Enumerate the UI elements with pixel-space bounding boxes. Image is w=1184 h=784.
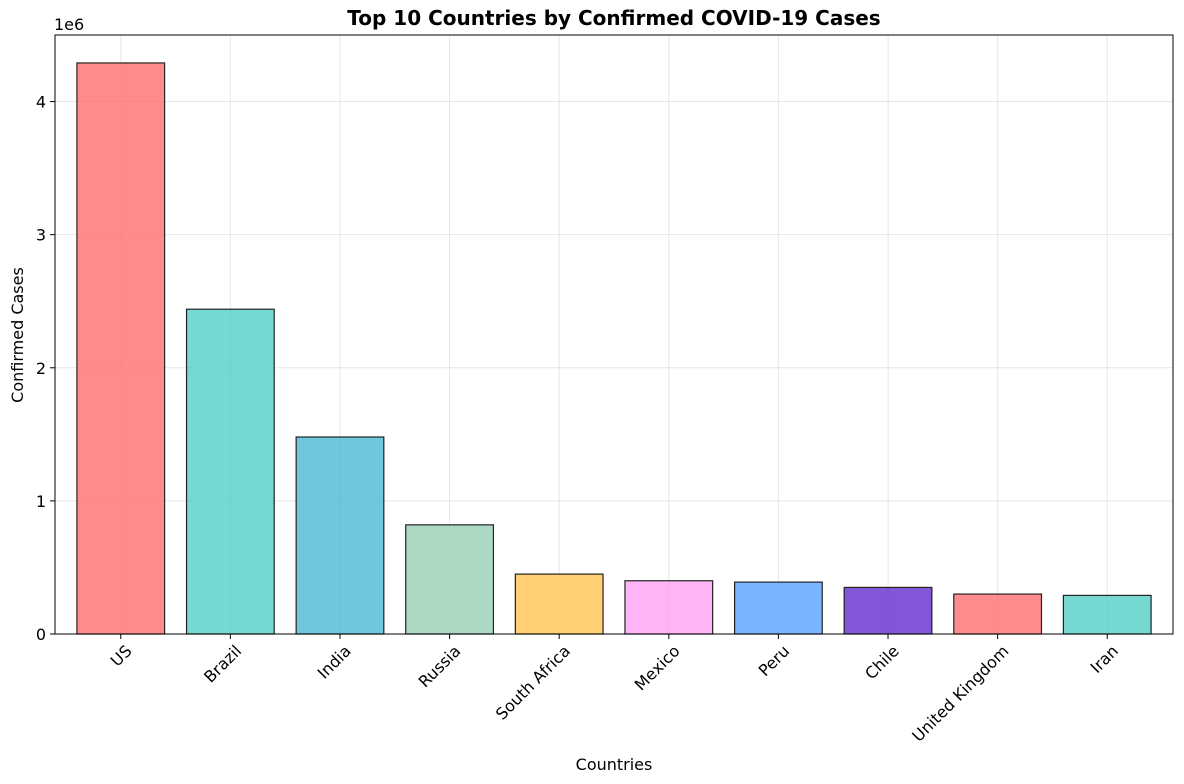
y-tick-label: 0 [36,625,46,644]
bar-mexico [624,580,714,635]
y-tick-label: 4 [36,93,46,112]
bar-us [76,62,166,635]
x-tick-label: Chile [861,641,903,683]
bar-india [295,436,385,635]
x-tick-label: Mexico [631,641,684,694]
plot-frame [54,34,1174,635]
bars [76,62,1152,635]
x-tick-label: India [314,641,355,682]
bar-brazil [185,308,275,635]
bar-iran [1062,594,1152,635]
x-tick-label: US [107,641,136,670]
x-tick-label: South Africa [492,641,574,723]
bar-peru [733,581,823,635]
x-tick-label: Brazil [200,641,245,686]
y-axis-ticks: 0 1 2 3 4 [36,93,55,644]
x-tick-label: Iran [1087,641,1123,677]
bar-south-africa [514,573,604,635]
x-tick-label: Russia [415,641,465,691]
x-axis-label: Countries [576,755,653,774]
y-axis-label: Confirmed Cases [8,267,27,403]
chart-title: Top 10 Countries by Confirmed COVID-19 C… [347,6,880,30]
y-tick-label: 3 [36,226,46,245]
y-offset-label: 1e6 [54,15,84,34]
y-tick-label: 1 [36,492,46,511]
x-tick-label: Peru [755,641,794,680]
y-tick-label: 2 [36,359,46,378]
bar-united-kingdom [953,593,1043,635]
x-axis-ticks: US Brazil India Russia South Africa Mexico Per… [107,634,1122,746]
bar-chile [843,586,933,635]
bar-russia [405,524,495,635]
x-tick-label: United Kingdom [908,641,1012,745]
